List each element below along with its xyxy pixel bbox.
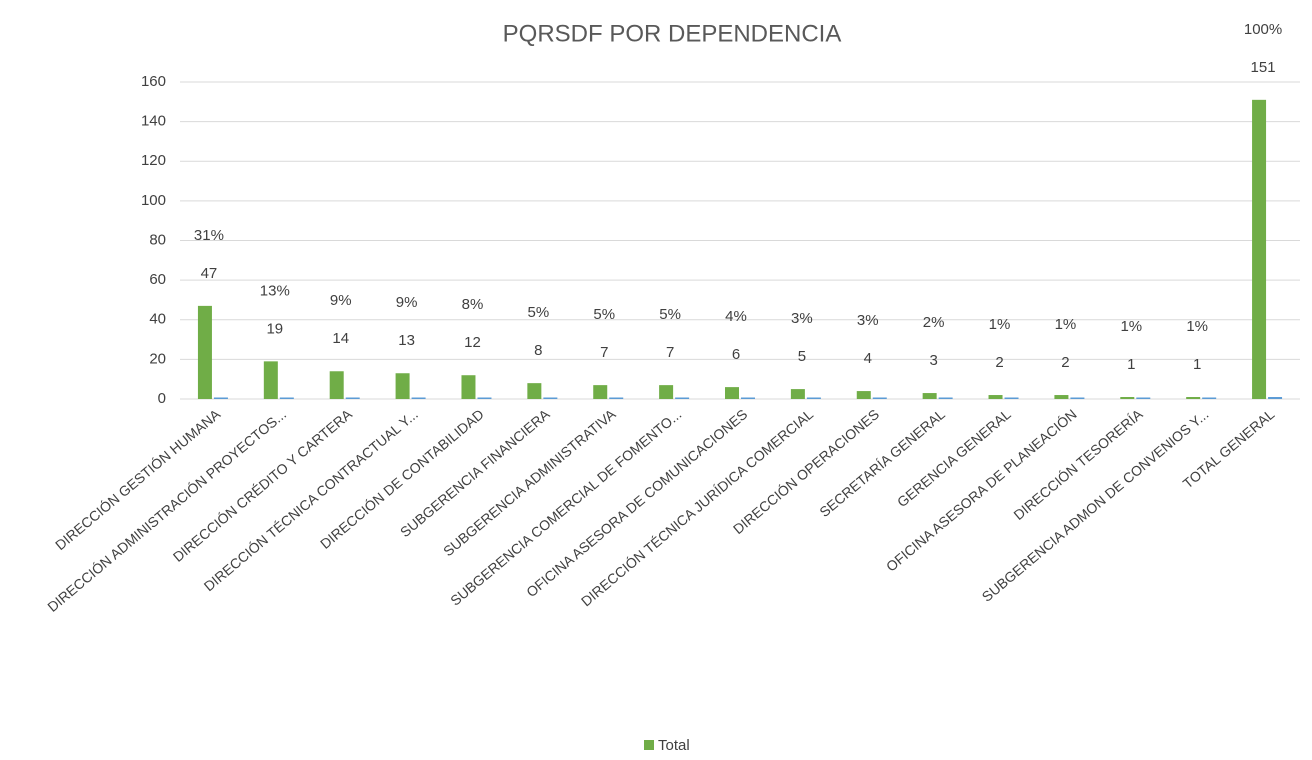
data-label: 2: [1061, 354, 1069, 371]
legend-swatch: [644, 740, 654, 750]
data-label: 8: [534, 342, 542, 359]
bar: [988, 395, 1003, 399]
bar: [659, 385, 674, 399]
bar: [1186, 397, 1201, 399]
data-label: 3%: [791, 310, 813, 327]
data-label: 1%: [989, 316, 1011, 333]
data-label: 1%: [1120, 318, 1142, 335]
data-label: 14: [332, 330, 349, 347]
data-label: 3%: [857, 312, 879, 329]
data-label: 5%: [528, 304, 550, 321]
data-label: 47: [201, 265, 218, 282]
bar: [395, 373, 410, 399]
data-label: 9%: [330, 292, 352, 309]
bar: [263, 361, 278, 399]
bar: [675, 397, 690, 399]
data-label: 9%: [396, 294, 418, 311]
bar: [922, 393, 937, 399]
bar: [741, 397, 755, 399]
x-tick-label: GERENCIA GENERAL: [894, 406, 1014, 510]
x-tick-label: DIRECCIÓN TÉCNICA JURÍDICA COMERCIAL: [578, 406, 816, 610]
x-tick-label: SUBGERENCIA COMERCIAL DE FOMENTO...: [447, 406, 684, 609]
bar: [1252, 99, 1267, 400]
y-tick-label: 100: [141, 192, 166, 209]
bar: [279, 397, 294, 399]
data-label: 12: [464, 334, 481, 351]
y-tick-label: 40: [149, 311, 166, 328]
bar: [593, 385, 608, 399]
bar: [329, 371, 344, 399]
data-label: 13: [398, 332, 415, 349]
bar: [197, 305, 212, 399]
data-label: 19: [266, 320, 283, 337]
y-tick-label: 120: [141, 152, 166, 169]
x-tick-label: SECRETARÍA GENERAL: [816, 406, 948, 520]
data-label: 3: [929, 352, 937, 369]
bar: [1054, 395, 1069, 399]
data-label: 7: [666, 344, 674, 361]
bar: [938, 397, 953, 399]
x-tick-label: DIRECCIÓN ADMINISTRACIÓN PROYECTOS...: [44, 406, 289, 615]
x-tick-label: DIRECCIÓN TESORERÍA: [1010, 405, 1146, 523]
data-label: 6: [732, 346, 740, 363]
data-label: 100%: [1244, 21, 1282, 38]
bar: [872, 397, 887, 399]
data-label: 5%: [659, 306, 681, 323]
y-tick-label: 20: [149, 350, 166, 367]
bar: [609, 397, 624, 399]
y-tick-label: 80: [149, 231, 166, 248]
y-tick-label: 0: [158, 390, 166, 407]
data-label: 1: [1193, 356, 1201, 373]
data-label: 7: [600, 344, 608, 361]
legend-label: Total: [658, 737, 690, 754]
data-label: 4: [864, 350, 872, 367]
chart-title: PQRSDF POR DEPENDENCIA: [503, 20, 842, 47]
bar: [856, 391, 871, 399]
data-label: 4%: [725, 308, 747, 325]
bar: [1004, 397, 1019, 399]
bar: [1070, 397, 1085, 399]
data-label: 2: [995, 354, 1003, 371]
bar: [806, 397, 821, 399]
bar: [461, 375, 476, 399]
bar: [345, 397, 360, 399]
bar: [213, 397, 228, 399]
bar: [1202, 397, 1217, 399]
data-label: 2%: [923, 314, 945, 331]
bar: [527, 383, 542, 399]
bar: [1268, 397, 1283, 399]
x-tick-label: SUBGERENCIA ADMON DE CONVENIOS Y...: [979, 406, 1212, 605]
bar: [1120, 397, 1135, 399]
y-tick-label: 140: [141, 113, 166, 130]
bar: [477, 397, 492, 399]
data-label: 1: [1127, 356, 1135, 373]
bar: [790, 389, 805, 399]
data-label: 5: [798, 348, 806, 365]
y-tick-label: 160: [141, 73, 166, 90]
data-label: 31%: [194, 227, 224, 244]
data-label: 1%: [1186, 318, 1208, 335]
bar: [411, 397, 426, 399]
bar: [543, 397, 558, 399]
bar: [1136, 397, 1151, 399]
data-label: 8%: [462, 296, 484, 313]
bar: [725, 387, 739, 399]
data-label: 151: [1251, 59, 1276, 76]
data-label: 13%: [260, 282, 290, 299]
data-label: 5%: [593, 306, 615, 323]
y-tick-label: 60: [149, 271, 166, 288]
data-label: 1%: [1055, 316, 1077, 333]
